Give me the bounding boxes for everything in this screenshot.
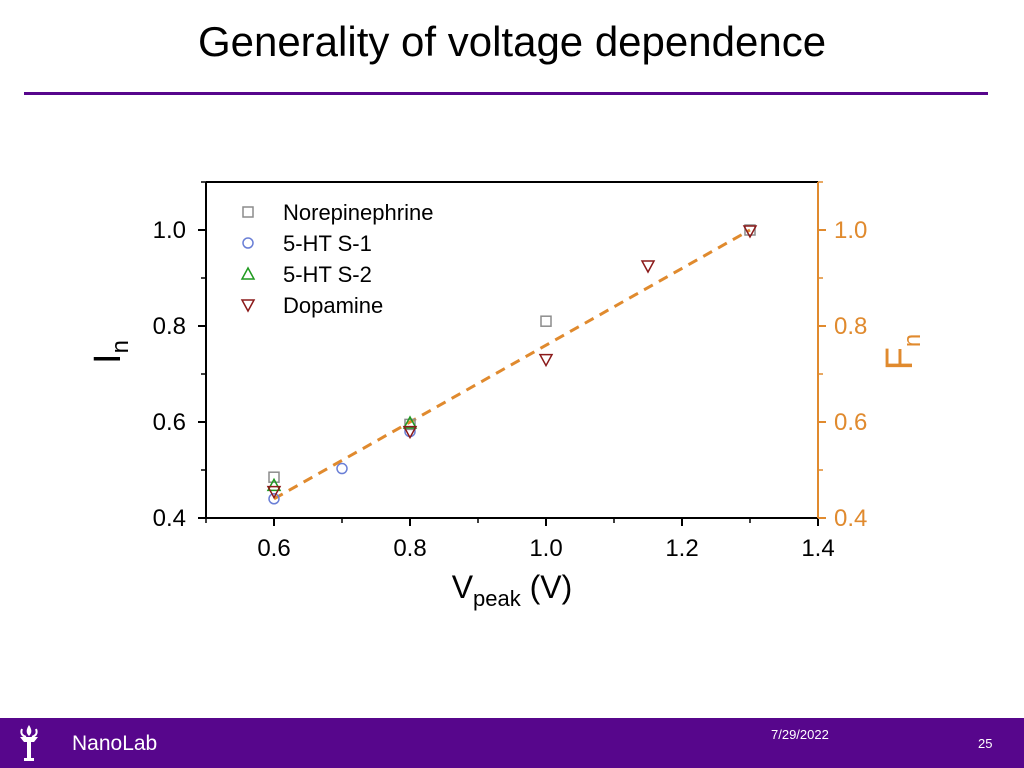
x-tick-label: 1.0: [529, 535, 562, 562]
dopamine-point: [742, 225, 758, 239]
footer-page-number: 25: [978, 736, 993, 751]
norepinephrine-point: [404, 418, 416, 431]
norepinephrine-point: [540, 315, 552, 327]
x-axis-label: Vpeak (V): [452, 569, 573, 611]
y-axis-label: In: [87, 340, 134, 364]
y-tick-label: 0.6: [153, 409, 186, 436]
y2-tick-label: 1.0: [834, 217, 867, 244]
norepinephrine-point: [744, 224, 756, 236]
x-tick-label: 1.2: [665, 535, 698, 562]
footer-org-name: NanoLab: [72, 732, 158, 755]
legend-label-5-ht-s-1: 5-HT S-1: [283, 231, 372, 256]
y2-tick-label: 0.6: [834, 409, 867, 436]
x-tick-label: 0.6: [257, 535, 290, 562]
footer-date: 7/29/2022: [771, 727, 829, 742]
5-ht-s-2-point: [402, 415, 418, 429]
dopamine-point: [640, 260, 656, 274]
title-divider: [24, 92, 988, 95]
dopamine-point: [266, 485, 282, 500]
legend-marker-dopamine: [240, 299, 256, 313]
footer-bar: NanoLab 7/29/2022 25: [0, 718, 1024, 768]
5-ht-s-2-point: [266, 477, 282, 492]
legend-marker-5-ht-s-2: [240, 266, 256, 280]
legend-marker-5-ht-s-1: [242, 237, 254, 249]
fit-line: [273, 228, 751, 501]
chart: 0.6 0.8 1.0 1.2 1.40.40.60.81.00.40.60.81.0V…: [87, 181, 926, 611]
torch-logo-icon: [20, 725, 38, 761]
5-ht-s-1-point: [336, 462, 348, 475]
legend-marker-norepinephrine: [242, 206, 254, 218]
dopamine-point: [538, 353, 554, 368]
legend-label-5-ht-s-2: 5-HT S-2: [283, 262, 372, 287]
5-ht-s-1-point: [268, 493, 280, 505]
legend-label-dopamine: Dopamine: [283, 293, 383, 318]
y-tick-label: 0.4: [153, 505, 186, 532]
y2-tick-label: 0.4: [834, 505, 867, 532]
x-tick-label: 1.4: [801, 535, 834, 562]
dopamine-point: [402, 425, 418, 440]
y2-tick-label: 0.8: [834, 313, 867, 340]
legend-label-norepinephrine: Norepinephrine: [283, 200, 433, 225]
y2-axis-label: Fn: [879, 334, 926, 371]
norepinephrine-point: [268, 471, 280, 483]
x-tick-label: 0.8: [393, 535, 426, 562]
slide-title: Generality of voltage dependence: [197, 18, 827, 65]
y-tick-label: 0.8: [153, 313, 186, 340]
y-tick-label: 1.0: [153, 217, 186, 244]
